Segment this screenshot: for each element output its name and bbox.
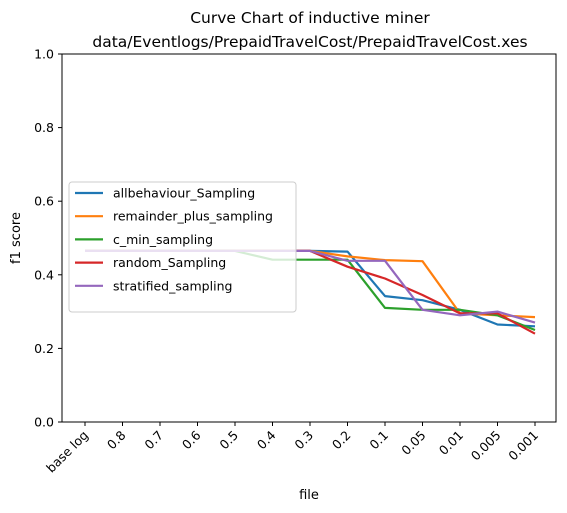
legend: allbehaviour_Sampling remainder_plus_samp… (68, 181, 297, 313)
x-tick-label: 0.3 (291, 428, 316, 453)
x-tick-label: 0.2 (329, 428, 354, 453)
x-tick-label: 0.05 (398, 428, 428, 458)
chart-subtitle: data/Eventlogs/PrepaidTravelCost/Prepaid… (92, 33, 527, 51)
x-axis-label: file (299, 488, 319, 503)
x-tick-label: 0.001 (505, 428, 541, 464)
y-axis-ticks: 0.0 0.2 0.4 0.6 0.8 1.0 (34, 47, 62, 430)
y-axis-label: f1 score (9, 212, 24, 264)
x-tick-label: 0.5 (216, 428, 241, 453)
x-tick-label: 0.005 (468, 428, 504, 464)
x-tick-label: 0.01 (436, 428, 466, 458)
axes (61, 53, 557, 423)
x-tick-label: base log (43, 428, 91, 476)
x-tick-label: 0.7 (141, 428, 166, 453)
legend-label: allbehaviour_Sampling (113, 186, 255, 201)
legend-label: random_Sampling (113, 255, 226, 270)
y-tick-label: 0.4 (34, 267, 54, 282)
x-tick-label: 0.1 (366, 428, 391, 453)
x-axis-ticks: base log 0.8 0.7 0.6 0.5 0.4 0.3 0.2 0.1 0.05 0.01… (43, 422, 541, 475)
y-tick-label: 0.0 (34, 415, 54, 430)
chart-title: Curve Chart of inductive miner (190, 9, 430, 27)
x-tick-label: 0.8 (104, 427, 129, 452)
y-tick-label: 0.6 (34, 194, 54, 209)
x-tick-label: 0.4 (254, 427, 279, 452)
plot-frame (61, 53, 557, 423)
y-tick-label: 0.8 (34, 120, 54, 135)
x-tick-label: 0.6 (179, 427, 204, 452)
legend-box (68, 181, 297, 313)
legend-label: remainder_plus_sampling (113, 209, 273, 224)
y-tick-label: 1.0 (34, 47, 54, 62)
y-tick-label: 0.2 (34, 341, 54, 356)
legend-label: stratified_sampling (113, 278, 232, 293)
legend-label: c_min_sampling (113, 232, 213, 247)
